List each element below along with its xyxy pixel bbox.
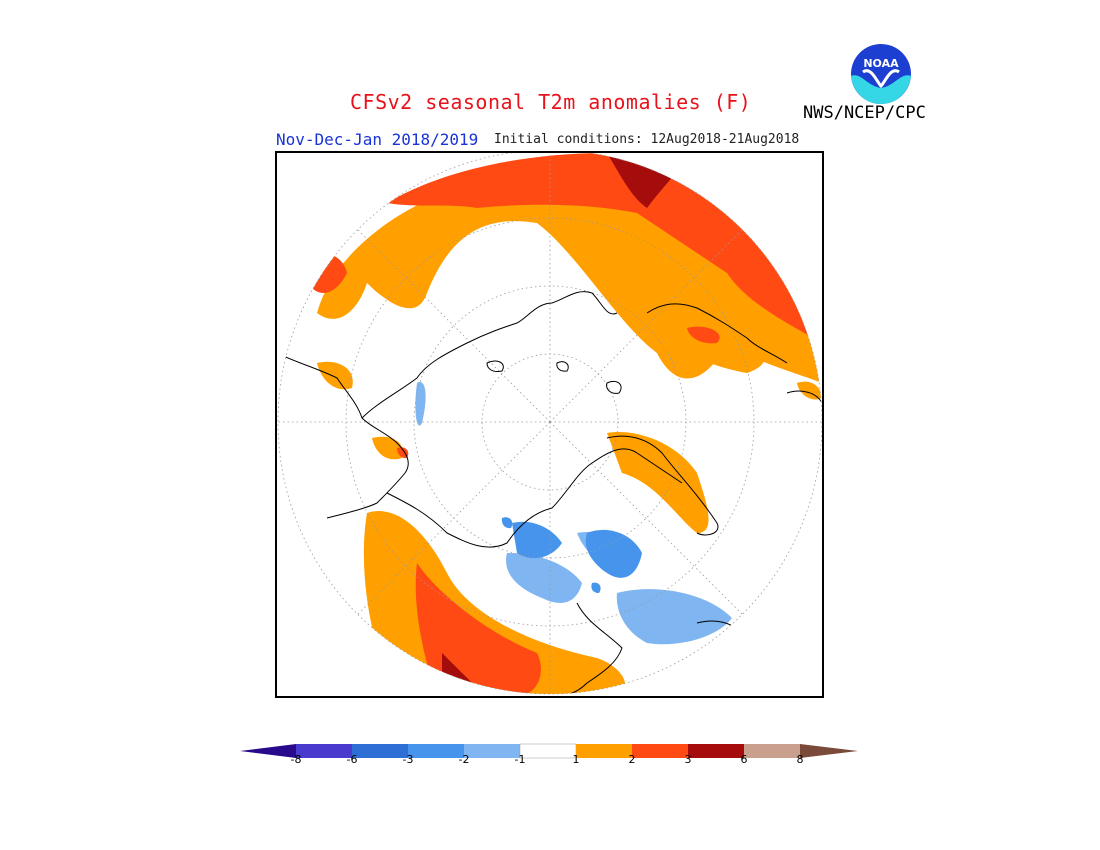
anomaly-region [797, 381, 822, 400]
legend-tick: 3 [684, 753, 692, 766]
legend-tick: -2 [458, 753, 470, 766]
anomaly-region [585, 529, 642, 578]
legend-swatch [464, 744, 520, 758]
anomaly-region [415, 382, 426, 426]
legend-swatch [576, 744, 632, 758]
legend-swatch [688, 744, 744, 758]
legend-swatch [800, 744, 858, 758]
graticule [278, 153, 822, 694]
legend-swatch [408, 744, 464, 758]
legend-tick: 8 [796, 753, 804, 766]
forecast-period: Nov-Dec-Jan 2018/2019 [276, 130, 479, 149]
anomaly-region [607, 432, 709, 533]
anomaly-region [397, 447, 409, 459]
legend-swatch [744, 744, 800, 758]
legend-tick: -8 [290, 753, 302, 766]
legend-swatch [632, 744, 688, 758]
coastlines [278, 291, 822, 694]
initial-conditions: Initial conditions: 12Aug2018-21Aug2018 [494, 132, 800, 147]
anomaly-region [506, 553, 582, 603]
legend-swatch [352, 744, 408, 758]
anomaly-region [317, 361, 353, 390]
polar-map [277, 153, 822, 695]
color-legend [240, 743, 858, 759]
legend-swatch [296, 744, 352, 758]
anomaly-region [372, 436, 403, 460]
chart-title: CFSv2 seasonal T2m anomalies (F) [350, 90, 752, 114]
anomaly-region [591, 582, 601, 593]
legend-swatch [240, 744, 296, 758]
anomaly-region [616, 589, 732, 645]
legend-tick: 6 [740, 753, 748, 766]
legend-tick: 2 [628, 753, 636, 766]
legend-tick: -1 [514, 753, 526, 766]
anomaly-region [687, 326, 720, 344]
anomaly-region [501, 517, 513, 529]
legend-tick: -6 [346, 753, 358, 766]
legend-tick: -3 [402, 753, 414, 766]
anomaly-region [512, 521, 562, 559]
noaa-logo-text: NOAA [863, 57, 899, 70]
map-frame [275, 151, 824, 698]
legend-swatch [519, 743, 577, 759]
legend-tick: 1 [572, 753, 580, 766]
agency-label: NWS/NCEP/CPC [803, 103, 926, 123]
noaa-logo-icon: NOAA [850, 43, 912, 105]
